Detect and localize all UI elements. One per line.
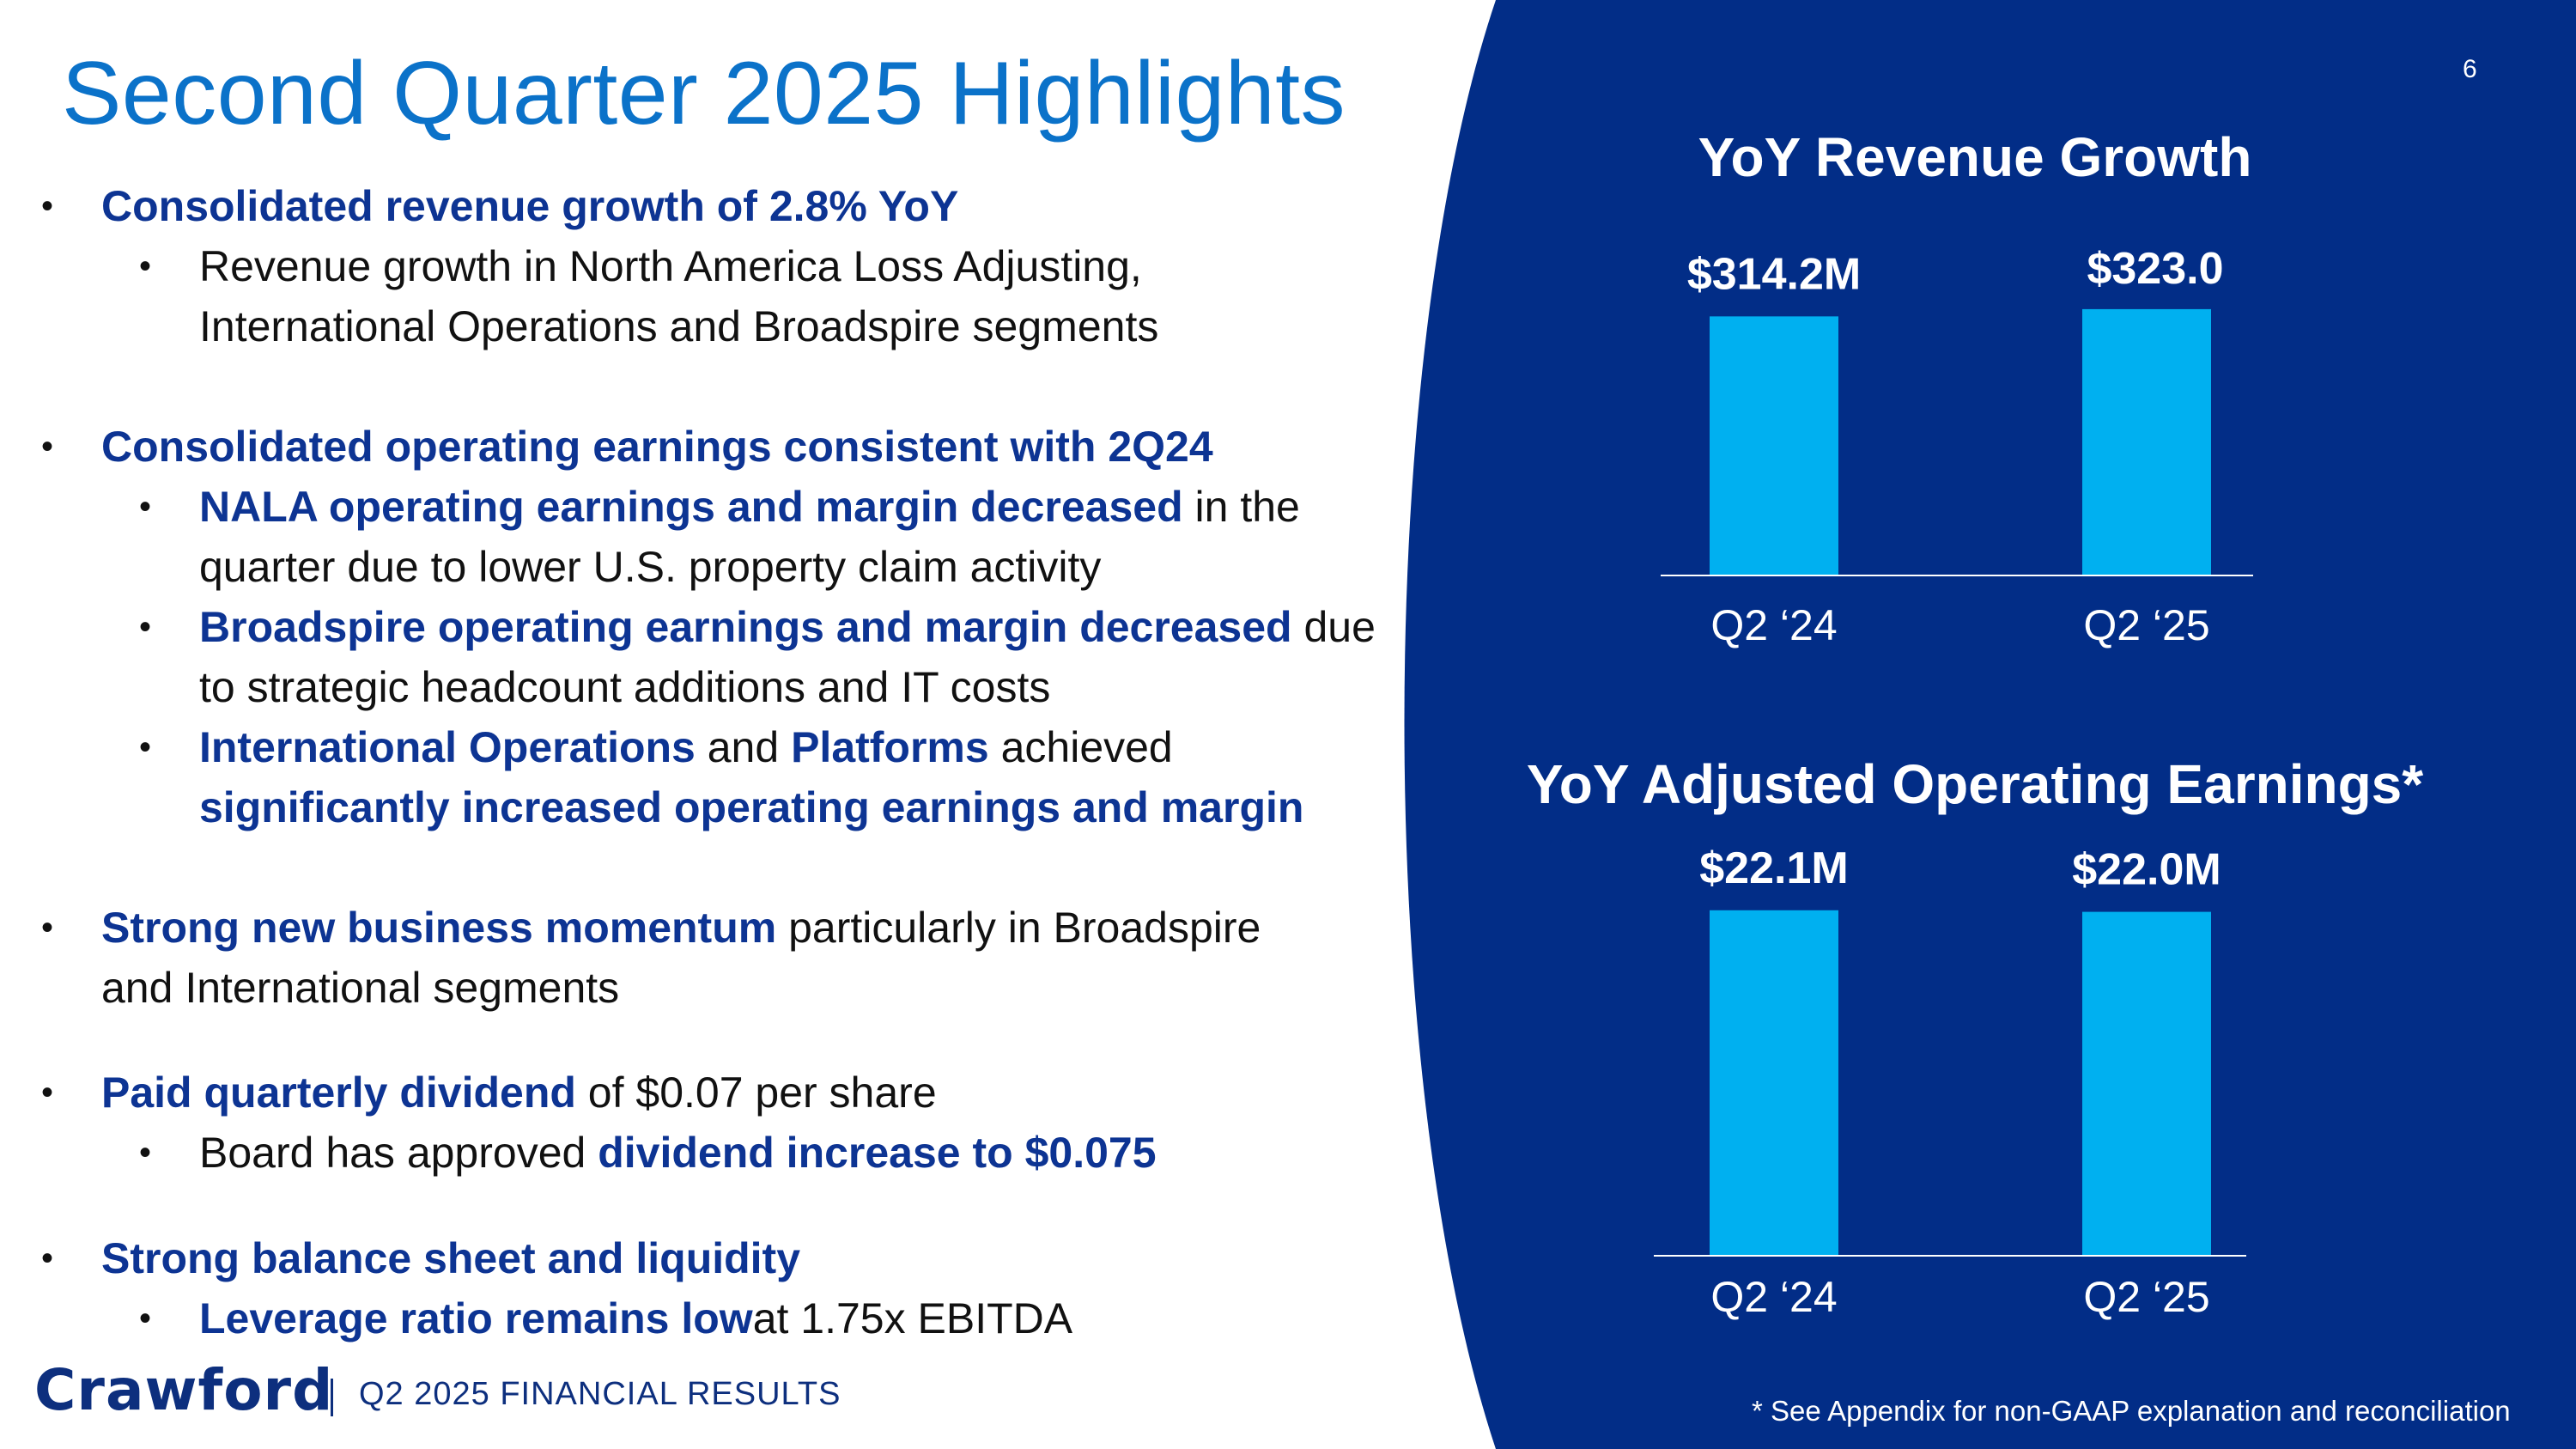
page-title: Second Quarter 2025 Highlights [62, 44, 1346, 143]
category-label: Q2 ‘24 [1710, 601, 1837, 649]
bullet-icon: • [139, 1300, 152, 1337]
bullet-icon: • [41, 187, 54, 225]
bullet-balance-sheet: Strong balance sheet and liquidity [101, 1234, 801, 1282]
non-gaap-footnote: * See Appendix for non-GAAP explanation … [1752, 1395, 2511, 1427]
highlights-list: • Consolidated revenue growth of 2.8% Yo… [41, 182, 1376, 1342]
bullet-icon: • [139, 247, 152, 285]
sub-bullet-leverage: Leverage ratio remains lowat 1.75x EBITD… [199, 1294, 1073, 1342]
category-label: Q2 ‘25 [2083, 1273, 2209, 1321]
sub-bullet-dividend-increase: Board has approved dividend increase to … [199, 1129, 1157, 1177]
operating-earnings-chart: $22.1M Q2 ‘24 $22.0M Q2 ‘25 [1654, 843, 2246, 1321]
bullet-icon: • [139, 728, 152, 766]
bullet-icon: • [41, 1239, 54, 1277]
footer-divider [331, 1379, 333, 1416]
bullet-icon: • [41, 1074, 54, 1111]
bar-q2-24 [1710, 910, 1838, 1256]
page-number: 6 [2463, 55, 2477, 83]
bullet-icon: • [139, 1134, 152, 1172]
revenue-growth-chart: $314.2M Q2 ‘24 $323.0 Q2 ‘25 [1661, 244, 2253, 649]
revenue-chart-title: YoY Revenue Growth [1698, 126, 2252, 188]
sub-bullet-revenue-segments-cont: International Operations and Broadspire … [199, 302, 1159, 350]
sub-bullet-nala: NALA operating earnings and margin decre… [199, 483, 1300, 531]
bar-q2-24 [1710, 316, 1838, 575]
sub-bullet-broadspire-cont: to strategic headcount additions and IT … [199, 663, 1051, 711]
data-label: $22.1M [1699, 843, 1848, 893]
crawford-logo: Crawford [34, 1357, 334, 1423]
bullet-new-business-cont: and International segments [101, 964, 620, 1012]
bullet-icon: • [41, 428, 54, 466]
bar-q2-25 [2082, 911, 2211, 1256]
sub-bullet-broadspire: Broadspire operating earnings and margin… [199, 603, 1376, 651]
category-label: Q2 ‘25 [2083, 601, 2209, 649]
data-label: $314.2M [1687, 249, 1861, 299]
data-label: $323.0 [2087, 244, 2223, 294]
footer-label: Q2 2025 FINANCIAL RESULTS [359, 1376, 841, 1412]
category-label: Q2 ‘24 [1710, 1273, 1837, 1321]
bullet-revenue-growth: Consolidated revenue growth of 2.8% YoY [101, 182, 959, 230]
data-label: $22.0M [2072, 845, 2221, 895]
bullet-dividend: Paid quarterly dividend of $0.07 per sha… [101, 1068, 937, 1117]
bar-q2-25 [2082, 308, 2211, 575]
bullet-new-business: Strong new business momentum particularl… [101, 904, 1261, 952]
bullet-icon: • [139, 608, 152, 646]
bullet-icon: • [41, 909, 54, 947]
sub-bullet-international-cont: significantly increased operating earnin… [199, 783, 1304, 831]
sub-bullet-international: International Operations and Platforms a… [199, 723, 1173, 771]
sub-bullet-revenue-segments: Revenue growth in North America Loss Adj… [199, 242, 1142, 290]
bullet-icon: • [139, 488, 152, 526]
sub-bullet-nala-cont: quarter due to lower U.S. property claim… [199, 543, 1102, 591]
bullet-operating-earnings: Consolidated operating earnings consiste… [101, 423, 1213, 471]
earnings-chart-title: YoY Adjusted Operating Earnings* [1526, 753, 2424, 815]
